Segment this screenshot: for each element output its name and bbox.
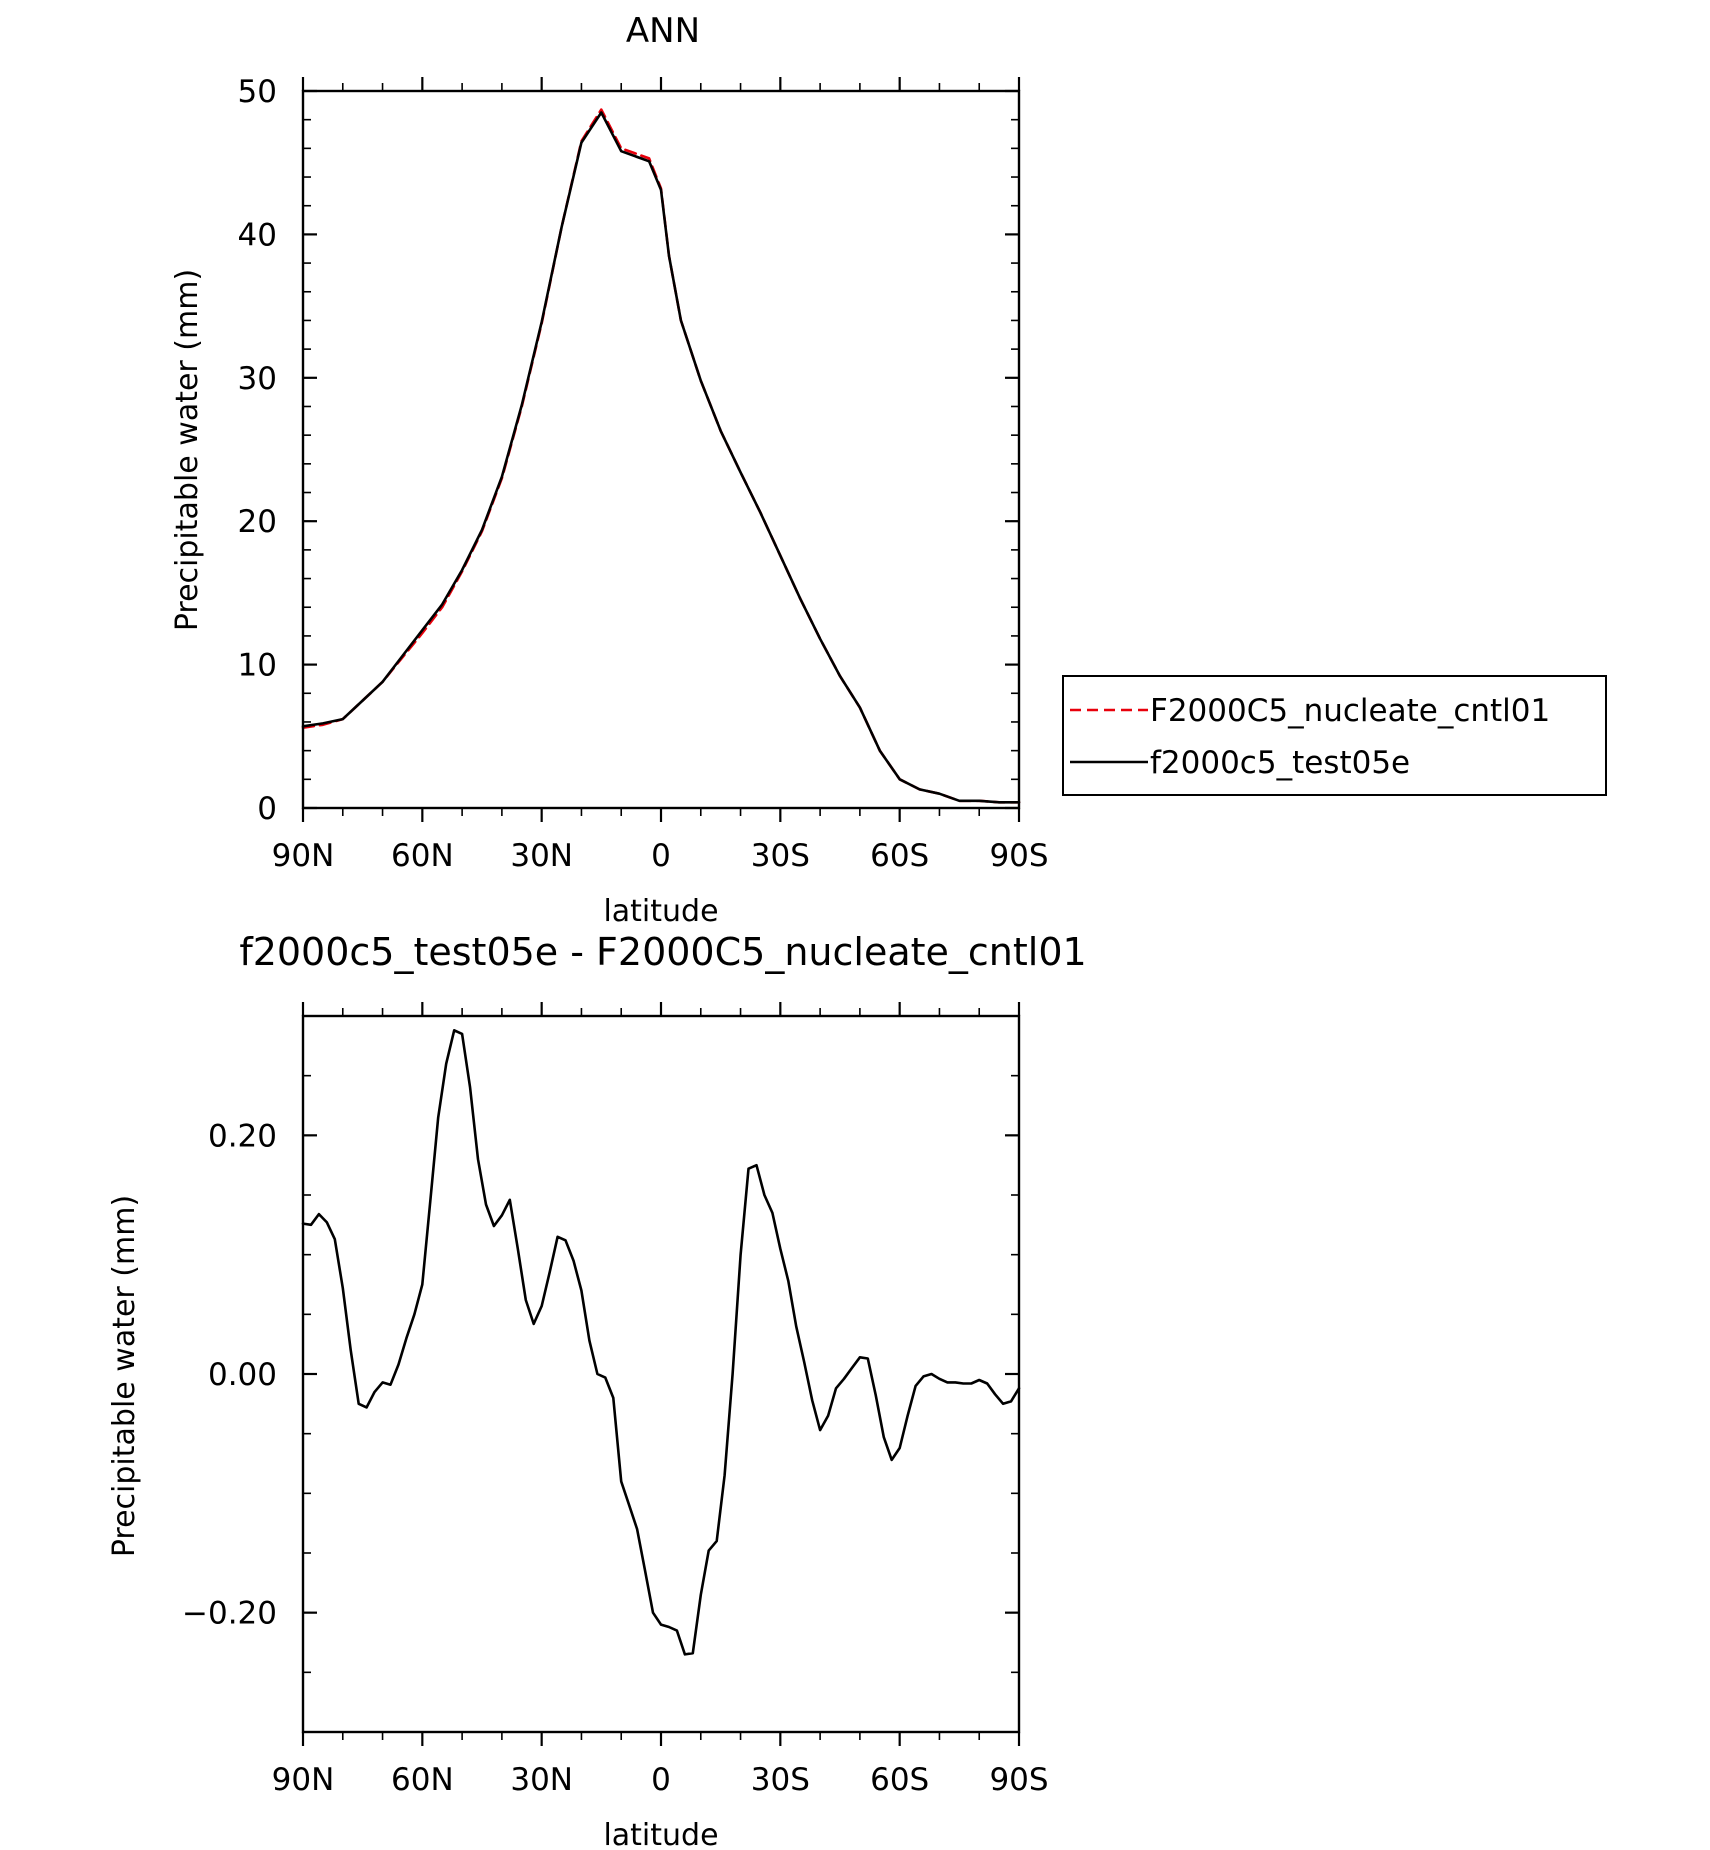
x-tick-label: 0: [651, 838, 671, 874]
x-tick-label: 60S: [870, 1762, 929, 1798]
y-ticks: −0.20 0.00 0.20: [182, 1015, 1019, 1674]
y-tick-label: 0.20: [208, 1118, 277, 1154]
x-axis-label: latitude: [603, 1818, 718, 1850]
panel-annual-precipitable-water: ANN 0 10 20 30 40 50 90N 60N 30N 0 30S 60S 90S lati…: [170, 11, 1607, 929]
series-line-difference: [301, 1029, 1021, 1656]
x-tick-label: 30S: [751, 838, 810, 874]
x-tick-label: 90N: [272, 1762, 335, 1798]
x-tick-label: 30N: [510, 1762, 573, 1798]
x-tick-label: 60N: [391, 1762, 454, 1798]
y-ticks: 0 10 20 30 40 50: [238, 74, 1019, 827]
x-tick-label: 30N: [510, 838, 573, 874]
y-tick-label: −0.20: [182, 1596, 277, 1632]
chart-title: f2000c5_test05e - F2000C5_nucleate_cntl0…: [239, 930, 1086, 974]
x-tick-label: 30S: [751, 1762, 810, 1798]
legend: F2000C5_nucleate_cntl01 f2000c5_test05e: [1062, 675, 1607, 796]
y-axis-label: Precipitable water (mm): [107, 1195, 142, 1557]
x-tick-label: 90S: [989, 1762, 1048, 1798]
panel-difference: f2000c5_test05e - F2000C5_nucleate_cntl0…: [107, 930, 1087, 1850]
plot-area: [301, 1029, 1021, 1656]
x-axis-label: latitude: [603, 894, 718, 929]
legend-box: [1062, 675, 1607, 796]
chart-title: ANN: [626, 11, 700, 51]
y-tick-label: 40: [238, 217, 277, 253]
y-axis-label: Precipitable water (mm): [170, 269, 205, 631]
x-tick-label: 60N: [391, 838, 454, 874]
x-tick-label: 90S: [989, 838, 1048, 874]
plot-area: [301, 108, 1021, 804]
x-tick-label: 90N: [272, 838, 335, 874]
y-tick-label: 50: [238, 74, 277, 110]
x-tick-label: 0: [651, 1762, 671, 1798]
x-ticks: 90N 60N 30N 0 30S 60S 90S: [272, 77, 1049, 874]
legend-label-cntl01: F2000C5_nucleate_cntl01: [1150, 693, 1550, 729]
y-tick-label: 30: [238, 361, 277, 397]
x-ticks: 90N 60N 30N 0 30S 60S 90S: [272, 1002, 1049, 1798]
y-tick-label: 0.00: [208, 1357, 277, 1393]
y-tick-label: 0: [257, 791, 277, 827]
series-line-test05e: [301, 111, 1021, 804]
y-tick-label: 10: [238, 648, 277, 684]
series-line-cntl01: [301, 108, 1021, 804]
x-tick-label: 60S: [870, 838, 929, 874]
legend-label-test05e: f2000c5_test05e: [1150, 745, 1410, 781]
y-tick-label: 20: [238, 504, 277, 540]
